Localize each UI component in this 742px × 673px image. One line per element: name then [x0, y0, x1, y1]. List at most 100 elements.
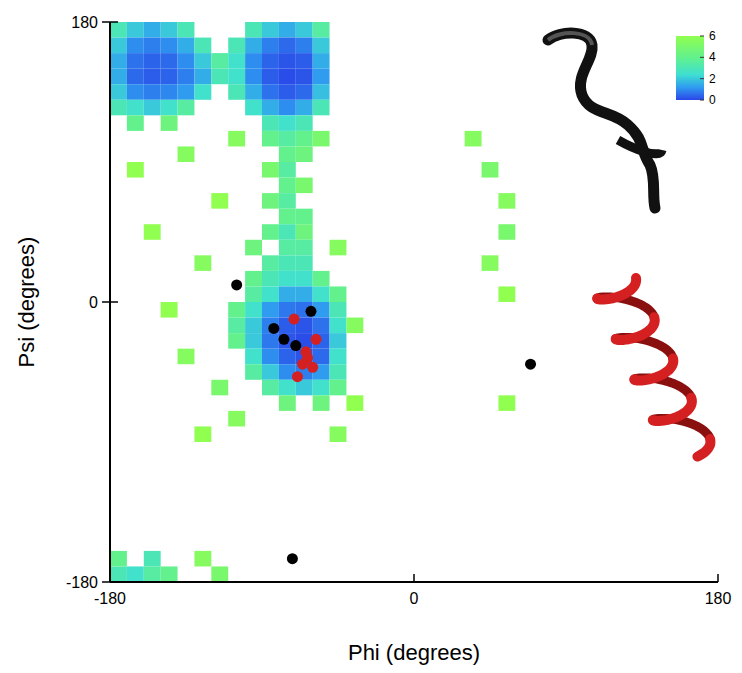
heatmap-cell — [127, 38, 144, 54]
data-point — [231, 279, 242, 290]
heatmap-cell — [262, 162, 279, 178]
heatmap-cell — [330, 380, 347, 396]
heatmap-cell — [127, 84, 144, 100]
colorbar-tick — [700, 57, 704, 58]
heatmap-cell — [144, 100, 161, 116]
heatmap-cell — [279, 53, 296, 69]
heatmap-cell — [144, 566, 161, 582]
heatmap-cell — [465, 131, 482, 147]
heatmap-cell — [161, 69, 178, 85]
heatmap-cell — [262, 38, 279, 54]
heatmap-cell — [296, 53, 313, 69]
heatmap-cell — [279, 255, 296, 271]
heatmap-cell — [279, 240, 296, 256]
heatmap-cell — [313, 395, 330, 411]
heatmap-cell — [330, 349, 347, 365]
heatmap-cell — [262, 84, 279, 100]
heatmap-cell — [279, 69, 296, 85]
heatmap-cell — [262, 115, 279, 131]
heatmap-cell — [211, 69, 228, 85]
heatmap-cell — [245, 318, 262, 334]
heatmap-cell — [296, 84, 313, 100]
heatmap-cell — [330, 333, 347, 349]
heatmap-cell — [296, 271, 313, 287]
data-point — [302, 353, 313, 364]
heatmap-cell — [262, 286, 279, 302]
heatmap-cell — [194, 426, 211, 442]
heatmap-cell — [178, 69, 195, 85]
heatmap-cell — [313, 318, 330, 334]
heatmap-cell — [245, 240, 262, 256]
heatmap-cell — [279, 131, 296, 147]
heatmap-cell — [110, 100, 127, 116]
heatmap-cell — [211, 566, 228, 582]
heatmap-cell — [279, 271, 296, 287]
heatmap-cell — [313, 380, 330, 396]
heatmap-cell — [245, 364, 262, 380]
heatmap-cell — [279, 380, 296, 396]
heatmap-cell — [245, 22, 262, 38]
heatmap-cell — [228, 131, 245, 147]
heatmap-cell — [161, 100, 178, 116]
heatmap-cell — [262, 380, 279, 396]
heatmap-cell — [279, 162, 296, 178]
heatmap-cell — [262, 224, 279, 240]
heatmap-cell — [228, 411, 245, 427]
colorbar-tick-label: 6 — [709, 29, 716, 43]
heatmap-cell — [245, 333, 262, 349]
heatmap-cell — [178, 22, 195, 38]
heatmap-cell — [296, 22, 313, 38]
y-tick-label: -180 — [66, 574, 98, 591]
heatmap-cell — [127, 22, 144, 38]
heatmap-cell — [262, 131, 279, 147]
heatmap-cell — [144, 38, 161, 54]
heatmap-cell — [296, 209, 313, 225]
heatmap-cell — [178, 146, 195, 162]
colorbar — [676, 36, 704, 100]
heatmap-cell — [245, 84, 262, 100]
heatmap-cell — [194, 69, 211, 85]
heatmap-cell — [262, 318, 279, 334]
heatmap-cell — [127, 53, 144, 69]
black-coil-ribbon — [548, 33, 662, 208]
heatmap-cell — [330, 286, 347, 302]
data-point — [311, 334, 322, 345]
x-tick — [717, 574, 719, 582]
heatmap-cell — [144, 53, 161, 69]
data-point — [278, 334, 289, 345]
heatmap-cell — [178, 53, 195, 69]
heatmap-cell — [279, 178, 296, 194]
y-tick — [102, 21, 118, 23]
heatmap-cell — [262, 302, 279, 318]
heatmap-cell — [245, 53, 262, 69]
heatmap-cell — [228, 53, 245, 69]
colorbar-tick-label: 2 — [709, 72, 716, 86]
heatmap-cell — [262, 100, 279, 116]
heatmap-cell — [296, 38, 313, 54]
heatmap-cell — [161, 115, 178, 131]
heatmap-cell — [211, 193, 228, 209]
y-tick — [102, 301, 118, 303]
colorbar-tick-label: 0 — [709, 93, 716, 107]
heatmap-cell — [211, 53, 228, 69]
x-tick-label: -180 — [94, 590, 126, 607]
heatmap-cell — [279, 395, 296, 411]
heatmap-cell — [313, 69, 330, 85]
heatmap-cell — [262, 69, 279, 85]
heatmap-cell — [296, 115, 313, 131]
data-point — [305, 306, 316, 317]
heatmap-cell — [313, 131, 330, 147]
heatmap-cell — [262, 271, 279, 287]
heatmap-cell — [279, 224, 296, 240]
heatmap-cell — [161, 38, 178, 54]
heatmap-cell — [262, 333, 279, 349]
heatmap-cell — [262, 53, 279, 69]
heatmap-cell — [245, 286, 262, 302]
data-point — [307, 362, 318, 373]
heatmap-cell — [330, 302, 347, 318]
heatmap-cell — [279, 100, 296, 116]
heatmap-cell — [194, 255, 211, 271]
heatmap-cell — [228, 333, 245, 349]
data-point — [292, 371, 303, 382]
heatmap-cell — [194, 38, 211, 54]
